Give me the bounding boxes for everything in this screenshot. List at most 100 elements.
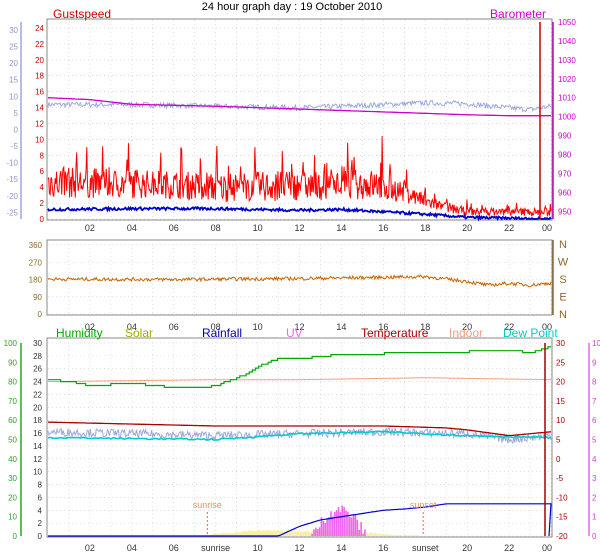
temperature-tick: -15	[556, 513, 568, 522]
weather-x-tick: 02	[85, 543, 95, 553]
rainfall-tick: 2	[38, 519, 43, 528]
compass-label: N	[559, 309, 567, 321]
legend-solar: Solar	[125, 326, 153, 340]
wind-right-tick: 1030	[558, 56, 576, 65]
wind-x-tick: 00	[542, 223, 552, 233]
wind-left-tick: 5	[14, 109, 19, 118]
temperature-tick: 0	[556, 455, 561, 464]
wind-left-tick: 20	[9, 59, 18, 68]
direction-left-tick: 180	[29, 276, 43, 285]
wind-x-tick: 20	[462, 223, 472, 233]
uv-tick: 8	[592, 378, 597, 387]
wind-x-tick: 12	[294, 223, 304, 233]
humidity-tick: 50	[8, 436, 17, 445]
weather-x-tick: 04	[127, 543, 137, 553]
direction-x-tick: 20	[462, 322, 472, 332]
wind-mid-tick: 8	[40, 151, 45, 160]
uv-tick: 6	[592, 416, 597, 425]
compass-label: S	[559, 274, 566, 286]
direction-x-tick: 12	[294, 322, 304, 332]
wind-mid-tick: 10	[35, 135, 44, 144]
wind-mid-tick: 14	[35, 104, 44, 113]
wind-mid-tick: 18	[35, 72, 44, 81]
legend-humidity: Humidity	[56, 326, 103, 340]
direction-x-tick: 16	[378, 322, 388, 332]
rainfall-tick: 4	[38, 506, 43, 515]
wind-right-tick: 960	[558, 188, 572, 197]
temperature-tick: 15	[556, 397, 565, 406]
series-dewpoint	[47, 430, 552, 442]
legend-uv: UV	[286, 326, 303, 340]
compass-label: W	[558, 257, 569, 269]
uv-tick: 2	[592, 493, 597, 502]
temperature-tick: 5	[556, 436, 561, 445]
wind-left-tick: 0	[14, 125, 19, 134]
rainfall-tick: 18	[33, 416, 42, 425]
wind-right-tick: 1010	[558, 94, 576, 103]
wind-x-tick: 10	[253, 223, 263, 233]
series-barometer	[47, 97, 551, 117]
compass-label: N	[559, 239, 567, 251]
wind-right-tick: 970	[558, 170, 572, 179]
wind-left-tick: 10	[9, 92, 18, 101]
wind-mid-tick: 12	[35, 119, 44, 128]
direction-x-tick: 04	[127, 322, 137, 332]
wind-x-tick: 18	[420, 223, 430, 233]
temperature-tick: 25	[556, 358, 565, 367]
weather-x-tick: 14	[336, 543, 346, 553]
series-indoor	[47, 377, 552, 383]
wind-x-tick: 06	[169, 223, 179, 233]
humidity-tick: 20	[8, 493, 17, 502]
direction-x-tick: 06	[169, 322, 179, 332]
direction-x-tick: 22	[504, 322, 514, 332]
weather-x-tick: 06	[169, 543, 179, 553]
uv-tick: 4	[592, 455, 597, 464]
wind-x-tick: 08	[211, 223, 221, 233]
wind-right-tick: 950	[558, 207, 572, 216]
direction-x-tick: 00	[542, 322, 552, 332]
legend-temperature: Temperature	[361, 326, 429, 340]
axis-layer: 02 04 06 08 10 12 14 16 18 20 22 00302520151050-5-1…	[4, 18, 600, 553]
wind-mid-tick: 0	[40, 215, 45, 224]
rainfall-tick: 6	[38, 493, 43, 502]
grid-layer	[48, 20, 552, 537]
chart-title: 24 hour graph day : 19 October 2010	[202, 1, 382, 13]
series-outside-temp	[47, 99, 552, 113]
rainfall-tick: 8	[38, 481, 43, 490]
humidity-tick: 70	[8, 397, 17, 406]
legend-barometer: Barometer	[490, 7, 546, 21]
temperature-tick: 10	[556, 416, 565, 425]
wind-right-tick: 1050	[558, 18, 576, 27]
wind-mid-tick: 4	[40, 183, 45, 192]
weather-x-tick: 16	[378, 543, 388, 553]
wind-right-tick: 1040	[558, 37, 576, 46]
wind-left-tick: 15	[9, 76, 18, 85]
wind-mid-tick: 24	[35, 24, 44, 33]
direction-x-tick: 14	[336, 322, 346, 332]
rainfall-tick: 28	[33, 352, 42, 361]
wind-right-tick: 980	[558, 151, 572, 160]
rainfall-tick: 16	[33, 429, 42, 438]
wind-mid-tick: 2	[40, 199, 45, 208]
uv-tick: 3	[592, 474, 597, 483]
rainfall-tick: 24	[33, 378, 42, 387]
rainfall-tick: 26	[33, 365, 42, 374]
wind-x-tick: 02	[85, 223, 95, 233]
sunset-label: sunset	[410, 500, 437, 510]
wind-left-tick: 25	[9, 43, 18, 52]
uv-tick: 7	[592, 397, 597, 406]
wind-right-tick: 1020	[558, 75, 576, 84]
rainfall-tick: 14	[33, 442, 42, 451]
direction-left-tick: 90	[33, 293, 42, 302]
direction-x-tick: 10	[253, 322, 263, 332]
wind-mid-tick: 22	[35, 40, 44, 49]
temperature-tick: -20	[556, 532, 568, 541]
wind-mid-tick: 20	[35, 56, 44, 65]
rainfall-tick: 0	[38, 532, 43, 541]
temperature-tick: -5	[556, 474, 564, 483]
rainfall-tick: 22	[33, 390, 42, 399]
weather-x-tick: sunrise	[201, 543, 230, 553]
rainfall-tick: 30	[33, 339, 42, 348]
rainfall-tick: 12	[33, 455, 42, 464]
